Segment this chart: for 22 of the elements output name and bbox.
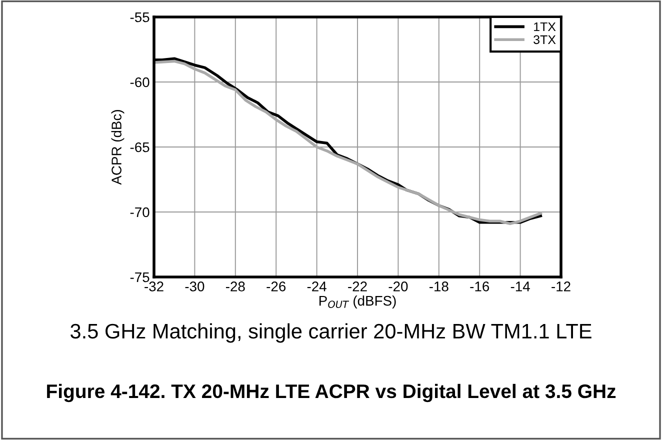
x-tick-label: -16: [470, 282, 490, 292]
x-tick-label: -12: [552, 282, 570, 292]
x-tick-label: -18: [429, 282, 448, 292]
y-tick-label: -70: [130, 207, 150, 218]
x-tick-label: -22: [348, 282, 367, 292]
text: 3.5 GHz Matching, single carrier 20-MHz BW TM1.1 LTE: [70, 323, 592, 343]
x-tick-label: -20: [388, 282, 408, 292]
y-axis-title: ACPR (dBc): [111, 110, 124, 185]
x-tick-label: -14: [510, 282, 530, 292]
x-tick-label: -30: [185, 282, 204, 292]
x-tick-label: -26: [266, 282, 286, 292]
x-tick-label: -28: [226, 282, 245, 292]
x-axis-title: P$_{OUT}$ (dBFS): [319, 296, 396, 308]
legend-label: 1TX: [534, 22, 556, 32]
legend-label: 3TX: [534, 35, 556, 44]
y-tick-label: -55: [130, 12, 150, 22]
x-tick-label: -32: [144, 282, 164, 292]
text: Figure 4-142. TX 20-MHz LTE ACPR vs Digital Level at 3.5 GHz: [47, 384, 616, 402]
x-tick-label: -24: [307, 282, 326, 292]
y-tick-label: -60: [130, 77, 150, 88]
y-tick-label: -75: [130, 272, 150, 282]
y-tick-label: -65: [130, 142, 150, 152]
